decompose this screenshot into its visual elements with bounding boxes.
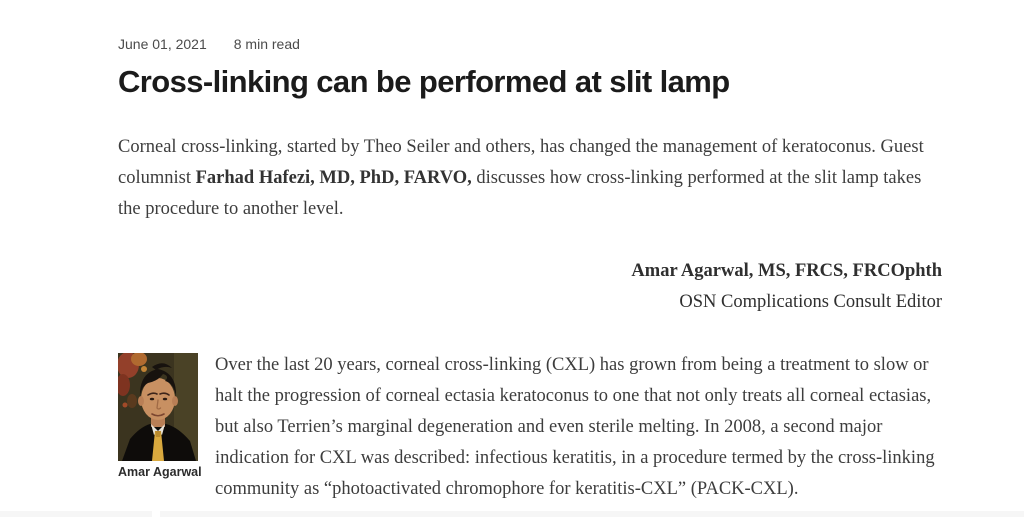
read-time: 8 min read [233, 36, 300, 52]
guest-columnist-name: Farhad Hafezi, MD, PhD, FARVO, [195, 168, 472, 188]
article-body: Amar Agarwal Over the last 20 years, cor… [118, 350, 942, 505]
byline-block: Amar Agarwal, MS, FRCS, FRCOphth OSN Com… [118, 256, 942, 318]
intro-text-before: Corneal cross-linking, started by Theo S… [118, 137, 924, 188]
byline-author: Amar Agarwal, MS, FRCS, FRCOphth [631, 261, 942, 281]
intro-text-after: discusses how cross-linking performed at… [118, 168, 922, 219]
article-intro: Corneal cross-linking, started by Theo S… [118, 132, 942, 225]
body-paragraph: Over the last 20 years, corneal cross-li… [215, 355, 935, 499]
author-photo-caption: Amar Agarwal [118, 465, 202, 479]
byline-role: OSN Complications Consult Editor [679, 292, 942, 312]
author-photo-figure: Amar Agarwal [118, 353, 202, 479]
article-content: June 01, 2021 8 min read Cross-linking c… [118, 36, 942, 505]
article-headline: Cross-linking can be performed at slit l… [118, 64, 730, 99]
author-photo [118, 353, 198, 461]
cutoff-next-section-left [0, 511, 152, 517]
publish-date: June 01, 2021 [118, 36, 207, 52]
cutoff-next-section-right [160, 511, 1024, 517]
article-meta: June 01, 2021 8 min read [118, 36, 942, 53]
